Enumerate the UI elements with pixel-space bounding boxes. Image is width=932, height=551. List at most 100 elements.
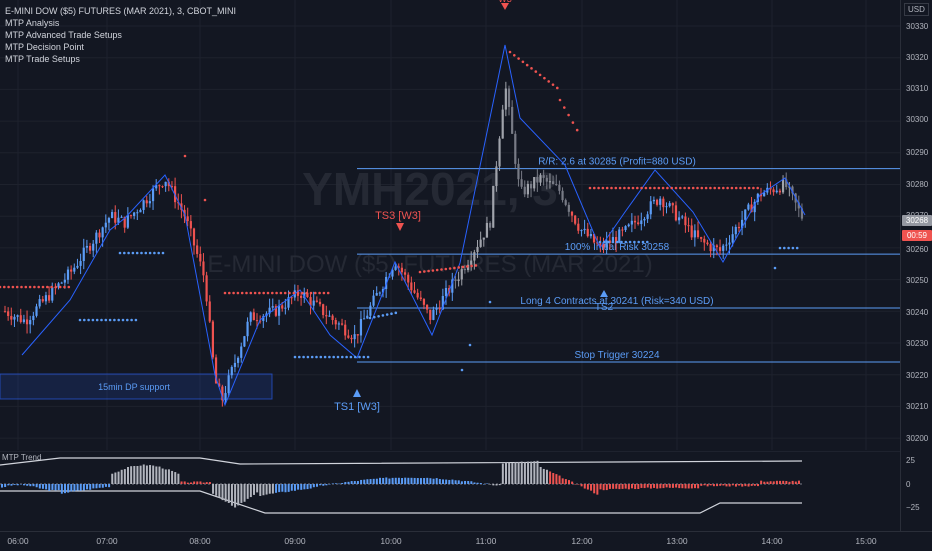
osc-bar [243, 484, 246, 502]
candle-body [652, 199, 655, 202]
osc-bar [539, 466, 542, 484]
candle-body [504, 88, 507, 110]
candle-body [419, 297, 422, 300]
osc-bar [26, 484, 29, 486]
osc-tick: 0 [906, 480, 911, 489]
stop-dot [431, 269, 435, 272]
candle-body [309, 297, 312, 306]
candle-body [300, 295, 303, 298]
osc-bar [341, 482, 344, 484]
candle-body [353, 334, 356, 340]
candle-body [507, 88, 511, 107]
study-mtp-trade-setups[interactable]: MTP Trade Setups [5, 54, 80, 64]
osc-bar [161, 468, 164, 484]
price-axis[interactable]: USD 30330 30320 30310 30300 30290 30280 … [900, 0, 932, 531]
osc-bar [240, 484, 243, 503]
candle-body [290, 297, 293, 299]
candle-body [133, 212, 136, 216]
candle-body [230, 366, 233, 376]
osc-bar [215, 484, 218, 496]
osc-bar [287, 484, 290, 492]
osc-bar [564, 479, 567, 484]
stop-dot [756, 186, 759, 190]
osc-tick: −25 [906, 503, 920, 512]
stop-dot [318, 291, 321, 295]
main-chart[interactable]: YMH2021, 3 E-MINI DOW ($5) FUTURES (MAR 2… [0, 0, 900, 450]
stop-dot [752, 186, 755, 190]
candle-body [438, 307, 441, 310]
stop-dot [674, 186, 678, 190]
candle-body [208, 301, 211, 322]
candle-body [240, 346, 243, 358]
candle-body [781, 179, 785, 193]
candle-body [79, 260, 82, 266]
osc-bar [375, 478, 378, 484]
symbol-title[interactable]: E-MINI DOW ($5) FUTURES (MAR 2021), 3, C… [5, 6, 237, 16]
osc-bar [174, 472, 177, 484]
stop-dot [394, 311, 398, 315]
candle-body [624, 226, 627, 231]
candle-body [725, 244, 728, 246]
osc-bar [697, 484, 700, 489]
stop-dot [543, 76, 546, 80]
osc-bar [571, 481, 574, 484]
stop-dot [556, 86, 559, 90]
osc-bar [227, 484, 230, 503]
osc-bar [379, 477, 381, 484]
candle-body [627, 224, 630, 227]
osc-bar [542, 468, 545, 484]
osc-bar [791, 480, 794, 484]
stop-dot [517, 57, 520, 60]
osc-bar [627, 484, 630, 490]
osc-bar [426, 477, 429, 484]
osc-bar [303, 484, 306, 490]
candle-body [347, 335, 350, 338]
watermark-name: E-MINI DOW ($5) FUTURES (MAR 2021) [207, 251, 652, 278]
osc-bar [338, 483, 341, 485]
time-tick: 10:00 [380, 536, 402, 546]
candle-body [778, 190, 781, 193]
candle-body [539, 175, 542, 183]
time-axis[interactable]: 06:00 07:00 08:00 09:00 10:00 11:00 12:0… [0, 531, 932, 551]
stop-dot [161, 251, 165, 255]
stop-dot [726, 186, 729, 190]
study-mtp-advanced-trade-setups[interactable]: MTP Advanced Trade Setups [5, 30, 122, 40]
study-mtp-decision-point[interactable]: MTP Decision Point [5, 42, 84, 52]
osc-bar [312, 484, 315, 488]
stop-dot [470, 264, 473, 268]
candle-body [498, 138, 501, 167]
osc-bar [237, 484, 240, 506]
candle-body [19, 315, 22, 323]
osc-bar [10, 484, 13, 486]
osc-bar [552, 472, 555, 484]
candle-body [731, 234, 734, 243]
stop-dot [108, 318, 112, 322]
currency-label[interactable]: USD [904, 3, 929, 16]
osc-bar [662, 484, 665, 489]
stop-dot [640, 186, 643, 190]
study-mtp-analysis[interactable]: MTP Analysis [5, 18, 60, 28]
candle-body [432, 309, 435, 320]
candle-body [741, 219, 744, 229]
candle-body [526, 183, 529, 195]
osc-bar [700, 484, 703, 486]
candle-body [142, 200, 145, 210]
osc-bar [712, 484, 715, 487]
candle-body [611, 237, 615, 243]
mtp-trend-oscillator[interactable] [0, 451, 900, 531]
candle-body [797, 202, 800, 209]
osc-bar [583, 484, 586, 489]
stop-dot [362, 355, 366, 359]
stop-dot [618, 186, 622, 190]
candle-body [70, 269, 73, 272]
osc-bar [709, 484, 712, 486]
price-tick: 30220 [906, 371, 929, 380]
candle-body [615, 237, 618, 243]
candle-body [592, 233, 596, 243]
stop-dot [607, 240, 610, 244]
wave-zigzag [21, 44, 806, 407]
osc-bar [397, 477, 400, 484]
osc-bar [114, 472, 117, 484]
osc-bar [152, 465, 155, 484]
osc-bar [145, 465, 148, 484]
